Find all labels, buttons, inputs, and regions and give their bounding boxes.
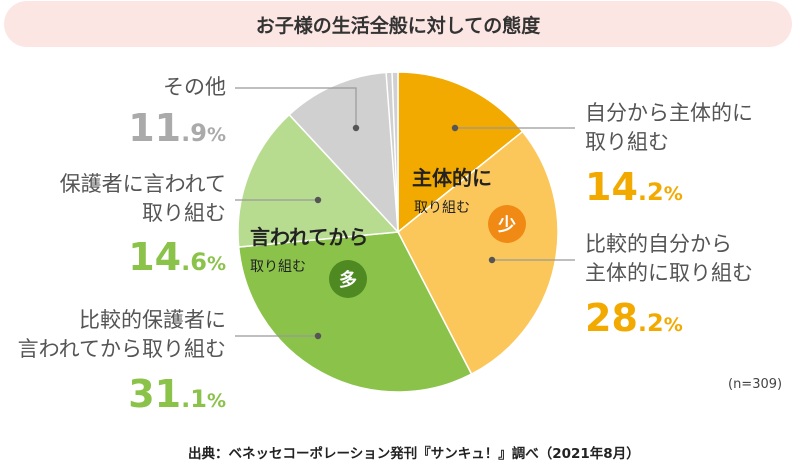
- leader-line-5: [235, 87, 357, 128]
- badge-many: [329, 260, 367, 298]
- other-separator-2: [385, 72, 399, 233]
- leader-dot-4: [314, 196, 322, 204]
- leader-dot-2: [488, 256, 496, 264]
- leader-dot-1: [451, 124, 459, 132]
- title-banner: お子様の生活全般に対しての態度: [4, 1, 792, 47]
- slice-value-5: 11.9%: [128, 106, 226, 150]
- center-label-self-driven-sub: 取り組む: [414, 200, 470, 216]
- other-separator-1: [391, 72, 399, 233]
- center-label-told: 言われてから: [250, 225, 368, 249]
- slice-value-3: 31.1%: [128, 372, 226, 416]
- chart-title: お子様の生活全般に対しての態度: [255, 14, 541, 37]
- source-note: 出典：ベネッセコーポレーション発刊『サンキュ！』調べ（2021年8月）: [188, 446, 640, 462]
- pie-slice-3: [237, 231, 473, 393]
- slice-value-2: 28.2%: [585, 296, 683, 340]
- slice-label-4-line-1: 保護者に言われて: [60, 172, 226, 196]
- slice-label-1-line-1: 自分から主体的に: [585, 101, 753, 125]
- slice-value-4: 14.6%: [128, 235, 226, 279]
- badge-many-text: 多: [339, 269, 357, 291]
- sample-size: (n=309): [728, 377, 783, 392]
- pie-slice-2: [397, 130, 559, 376]
- pie-slice-4: [237, 113, 400, 248]
- badge-few-text: 少: [497, 215, 516, 236]
- center-label-told-sub: 取り組む: [250, 259, 306, 275]
- slice-label-2-line-1: 比較的自分から: [585, 232, 732, 256]
- leader-dot-5: [352, 124, 360, 132]
- leader-dot-3: [314, 332, 322, 340]
- slice-label-3-line-2: 言われてから取り組む: [18, 337, 226, 361]
- slice-label-5-line-1: その他: [163, 75, 226, 99]
- badge-few: [488, 205, 526, 243]
- slice-value-1: 14.2%: [585, 165, 683, 209]
- slice-label-1-line-2: 取り組む: [585, 130, 669, 154]
- slice-label-4-line-2: 取り組む: [142, 201, 226, 225]
- slice-label-2-line-2: 主体的に取り組む: [585, 261, 753, 285]
- center-label-self-driven: 主体的に: [412, 166, 492, 190]
- pie-slice-1: [397, 71, 524, 234]
- slice-label-3-line-1: 比較的保護者に: [79, 308, 226, 332]
